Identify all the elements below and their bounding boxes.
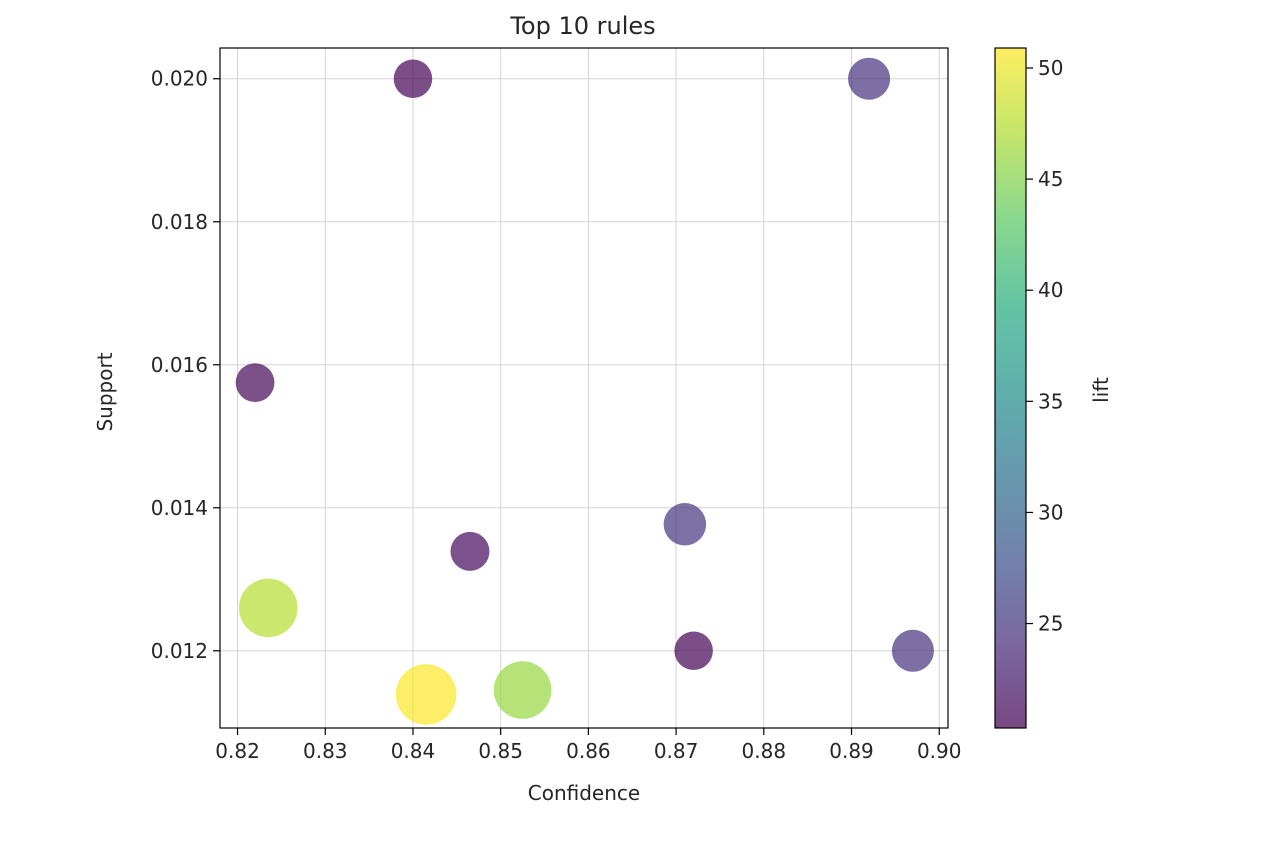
colorbar-tick-label: 35 bbox=[1038, 389, 1063, 413]
scatter-point bbox=[663, 502, 707, 546]
plot-frame bbox=[219, 47, 949, 729]
scatter-point bbox=[393, 59, 433, 98]
x-tick-label: 0.83 bbox=[303, 739, 348, 763]
colorbar-tick-label: 40 bbox=[1038, 278, 1063, 302]
y-tick-label: 0.012 bbox=[151, 639, 208, 663]
colorbar-tick-label: 30 bbox=[1038, 500, 1063, 524]
y-tick-label: 0.020 bbox=[151, 67, 208, 91]
colorbar-tick-label: 50 bbox=[1038, 56, 1063, 80]
scatter-point bbox=[891, 629, 934, 672]
y-tick-label: 0.018 bbox=[151, 210, 208, 234]
x-tick-label: 0.88 bbox=[742, 739, 787, 763]
x-tick-label: 0.89 bbox=[829, 739, 874, 763]
colorbar-tick-label: 25 bbox=[1038, 612, 1063, 636]
x-axis-title: Confidence bbox=[528, 781, 640, 805]
scatter-point bbox=[395, 664, 457, 725]
x-tick-label: 0.86 bbox=[566, 739, 611, 763]
x-tick-label: 0.82 bbox=[215, 739, 260, 763]
y-axis-title: Support bbox=[93, 352, 117, 431]
colorbar bbox=[994, 47, 1027, 729]
scatter-points bbox=[235, 57, 934, 725]
grid bbox=[220, 48, 948, 728]
x-tick-label: 0.87 bbox=[654, 739, 699, 763]
x-tick-label: 0.84 bbox=[391, 739, 436, 763]
x-tick-label: 0.90 bbox=[917, 739, 962, 763]
scatter-point bbox=[674, 631, 713, 671]
y-tick-label: 0.016 bbox=[151, 353, 208, 377]
scatter-point bbox=[493, 661, 552, 719]
x-tick-label: 0.85 bbox=[478, 739, 523, 763]
scatter-point bbox=[238, 578, 298, 638]
scatter-point bbox=[450, 531, 490, 571]
x-axis: 0.82 0.83 0.84 0.85 0.86 0.87 0.88 0.89 0.90 bbox=[215, 728, 961, 763]
y-tick-label: 0.014 bbox=[151, 496, 208, 520]
scatter-point bbox=[235, 363, 275, 403]
chart-title: Top 10 rules bbox=[509, 12, 655, 40]
scatter-point bbox=[848, 57, 891, 100]
colorbar-title: lift bbox=[1089, 377, 1113, 403]
y-axis: 0.012 0.014 0.016 0.018 0.020 bbox=[151, 67, 220, 663]
colorbar-tick-label: 45 bbox=[1038, 167, 1063, 191]
colorbar-axis: 25 30 35 40 45 50 bbox=[1026, 56, 1063, 636]
